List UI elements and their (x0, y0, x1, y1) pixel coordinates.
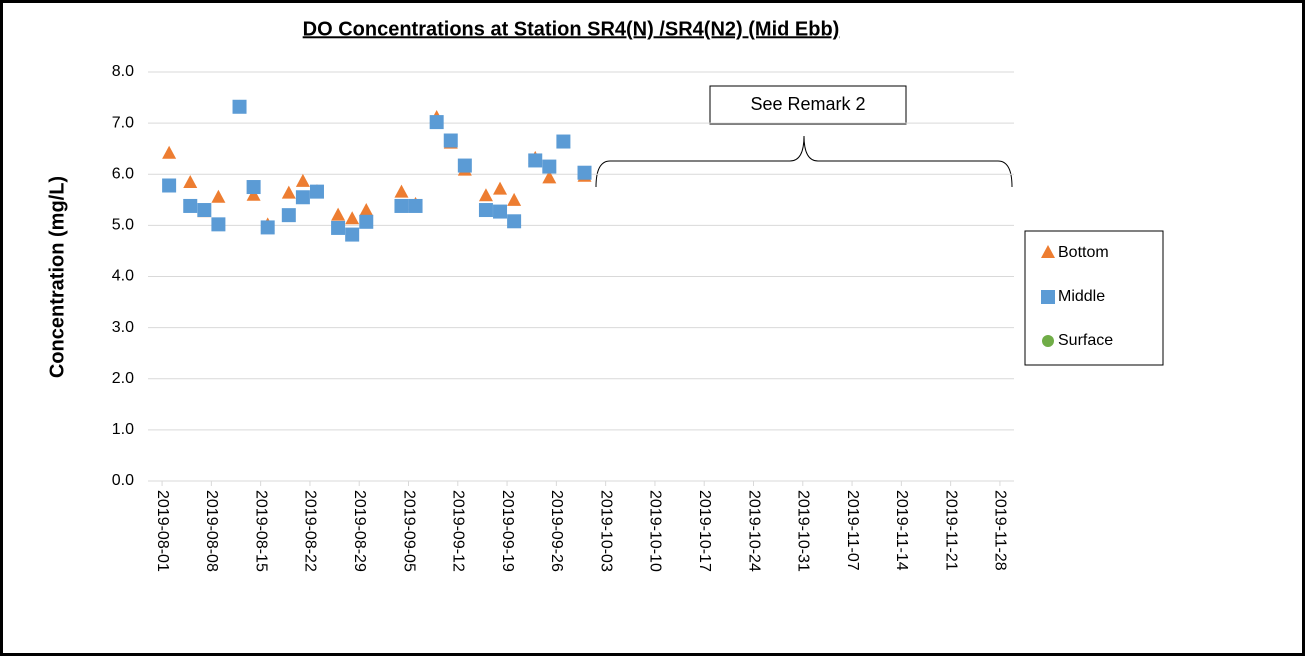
y-axis-label: Concentration (mg/L) (46, 176, 68, 378)
point (331, 207, 346, 221)
annotation: See Remark 2 (750, 94, 865, 114)
point (359, 214, 374, 229)
x-tick-label: 2019-10-17 (696, 490, 713, 572)
annotation-box (709, 85, 907, 125)
chart-title: DO Concentrations at Station SR4(N) /SR4… (303, 18, 840, 40)
x-tick-label: 2019-10-10 (647, 490, 664, 572)
x-tick-label: 2019-11-28 (992, 490, 1009, 571)
point (162, 178, 177, 193)
legend-label: Bottom (1058, 244, 1109, 261)
x-tick-label: 2019-10-31 (795, 490, 812, 572)
y-tick-label: 2.0 (112, 370, 134, 387)
x-tick-label: 2019-11-14 (893, 490, 910, 571)
x-tick-label: 2019-11-07 (844, 490, 861, 571)
point (183, 174, 198, 188)
point (577, 165, 592, 180)
point (345, 227, 360, 242)
x-tick-label: 2019-10-24 (745, 490, 762, 572)
y-tick-label: 5.0 (112, 217, 134, 234)
point (408, 198, 423, 213)
point (394, 198, 409, 213)
point (246, 187, 261, 201)
x-tick-label: 2019-08-01 (154, 490, 171, 572)
point (493, 181, 508, 195)
point (429, 115, 444, 130)
point (394, 184, 409, 198)
point (162, 145, 177, 159)
point (309, 184, 324, 199)
x-tick-label: 2019-11-21 (942, 490, 959, 571)
point (295, 190, 310, 205)
point (478, 188, 493, 202)
point (556, 134, 571, 149)
point (246, 180, 261, 195)
point (295, 173, 310, 187)
y-tick-label: 1.0 (112, 421, 134, 438)
legend-marker (1041, 290, 1055, 304)
point (345, 211, 360, 225)
y-tick-label: 3.0 (112, 319, 134, 336)
y-tick-label: 4.0 (112, 268, 134, 285)
point (211, 189, 226, 203)
point (507, 214, 522, 229)
legend-marker (1042, 335, 1054, 347)
x-tick-label: 2019-08-15 (252, 490, 269, 572)
x-tick-label: 2019-09-26 (548, 490, 565, 572)
point (197, 203, 212, 218)
point (281, 185, 296, 199)
point (281, 208, 296, 223)
point (331, 220, 346, 235)
point (443, 133, 458, 148)
y-tick-label: 8.0 (112, 63, 134, 80)
legend-label: Middle (1058, 288, 1105, 305)
point (478, 203, 493, 218)
x-tick-label: 2019-09-12 (450, 490, 467, 572)
y-tick-label: 6.0 (112, 165, 134, 182)
point (183, 198, 198, 213)
point (542, 159, 557, 174)
point (493, 204, 508, 219)
x-tick-label: 2019-10-03 (597, 490, 614, 572)
y-tick-label: 7.0 (112, 114, 134, 131)
point (359, 203, 374, 217)
point (260, 220, 275, 235)
point (528, 153, 543, 168)
legend-label: Surface (1058, 332, 1113, 349)
point (232, 99, 247, 114)
x-tick-label: 2019-09-05 (400, 490, 417, 572)
bracket (595, 135, 1013, 188)
x-tick-label: 2019-08-22 (302, 490, 319, 572)
legend-marker (1041, 245, 1055, 258)
y-tick-label: 0.0 (112, 472, 134, 489)
point (211, 217, 226, 232)
x-tick-label: 2019-09-19 (499, 490, 516, 572)
point (542, 170, 557, 184)
x-tick-label: 2019-08-29 (351, 490, 368, 572)
x-tick-label: 2019-08-08 (203, 490, 220, 572)
point (457, 158, 472, 173)
point (507, 192, 522, 206)
